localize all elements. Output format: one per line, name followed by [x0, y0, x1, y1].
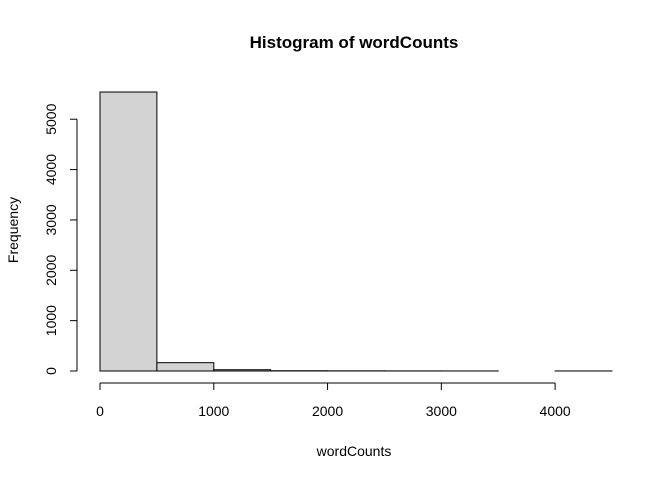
y-tick-label: 5000 — [43, 103, 59, 134]
y-tick-label: 3000 — [43, 204, 59, 235]
x-tick-label: 0 — [96, 403, 104, 419]
y-tick-label: 4000 — [43, 154, 59, 185]
y-tick-label: 1000 — [43, 305, 59, 336]
y-axis: 0 1000 2000 3000 4000 5000 — [43, 103, 78, 375]
y-tick-label: 2000 — [43, 255, 59, 286]
chart-title: Histogram of wordCounts — [250, 33, 459, 52]
histogram-bar — [213, 369, 272, 372]
y-tick-label: 0 — [43, 367, 59, 375]
histogram-bar — [99, 91, 158, 372]
x-axis-label: wordCounts — [316, 443, 392, 459]
x-tick-label: 3000 — [426, 403, 457, 419]
x-axis: 0 1000 2000 3000 4000 — [96, 382, 571, 419]
y-axis-label: Frequency — [5, 197, 21, 263]
bars-group — [99, 91, 613, 372]
x-tick-label: 1000 — [198, 403, 229, 419]
histogram-bar — [156, 362, 215, 372]
x-tick-label: 2000 — [312, 403, 343, 419]
x-tick-label: 4000 — [540, 403, 571, 419]
